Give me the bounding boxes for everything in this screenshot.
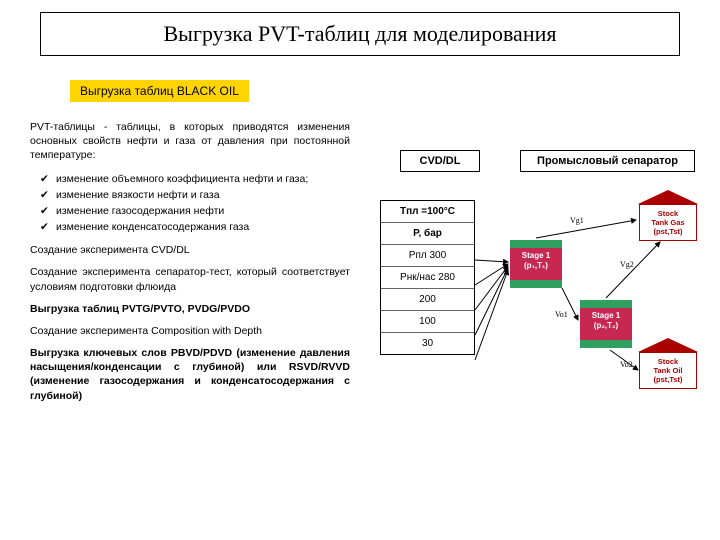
table-row: Pнк/нас 280 [381, 267, 474, 289]
stock-oil-box: Stock Tank Oil (pst,Tst) [639, 352, 697, 389]
table-row: Pпл 300 [381, 245, 474, 267]
stock-line: Stock [642, 209, 694, 218]
stage-label: Stage 1 [580, 311, 632, 321]
bullet-item: изменение объемного коэффициента нефти и… [56, 171, 350, 187]
table-header: Tпл =100°C [381, 201, 474, 223]
bullet-item: изменение вязкости нефти и газа [56, 187, 350, 203]
bullet-item: изменение конденсатосодержания газа [56, 219, 350, 235]
stock-line: Tank Oil [642, 366, 694, 375]
step-text: Создание эксперимента сепаратор-тест, ко… [30, 265, 350, 293]
stock-line: Stock [642, 357, 694, 366]
stage-1-box: Stage 1 (p₁,T₁) [510, 240, 562, 288]
description-column: PVT-таблицы - таблицы, в которых приводя… [30, 120, 350, 411]
stage-params: (p₁,T₁) [510, 261, 562, 271]
stock-oil-roof-icon [638, 338, 698, 352]
flow-label-vo2: Vo2 [620, 360, 633, 369]
stock-gas-roof-icon [638, 190, 698, 204]
step-text: Создание эксперимента Composition with D… [30, 324, 350, 338]
flow-label-vg1: Vg1 [570, 216, 584, 225]
stage-params: (p₂,T₂) [580, 321, 632, 331]
cvd-label-box: CVD/DL [400, 150, 480, 172]
table-row: 100 [381, 311, 474, 333]
table-row: 30 [381, 333, 474, 354]
table-header: P, бар [381, 223, 474, 245]
intro-text: PVT-таблицы - таблицы, в которых приводя… [30, 120, 350, 163]
flow-label-vo1: Vo1 [555, 310, 568, 319]
stage-label: Stage 1 [510, 251, 562, 261]
pressure-table: Tпл =100°C P, бар Pпл 300 Pнк/нас 280 20… [380, 200, 475, 355]
bullet-list: изменение объемного коэффициента нефти и… [30, 171, 350, 236]
separator-label-box: Промысловый сепаратор [520, 150, 695, 172]
stock-gas-box: Stock Tank Gas (pst,Tst) [639, 204, 697, 241]
subtitle-highlight: Выгрузка таблиц BLACK OIL [70, 80, 249, 102]
stock-line: Tank Gas [642, 218, 694, 227]
stock-line: (pst,Tst) [642, 227, 694, 236]
page-title: Выгрузка PVT-таблиц для моделирования [40, 12, 680, 56]
diagram-area: CVD/DL Промысловый сепаратор Tпл =100°C … [370, 120, 700, 500]
step-text: Выгрузка ключевых слов PBVD/PDVD (измене… [30, 346, 350, 403]
table-row: 200 [381, 289, 474, 311]
stage-2-box: Stage 1 (p₂,T₂) [580, 300, 632, 348]
flow-label-vg2: Vg2 [620, 260, 634, 269]
step-text-bold: Выгрузка таблиц PVTG/PVTO, PVDG/PVDO [30, 302, 350, 316]
bullet-item: изменение газосодержания нефти [56, 203, 350, 219]
stock-line: (pst,Tst) [642, 375, 694, 384]
step-text: Создание эксперимента CVD/DL [30, 243, 350, 257]
